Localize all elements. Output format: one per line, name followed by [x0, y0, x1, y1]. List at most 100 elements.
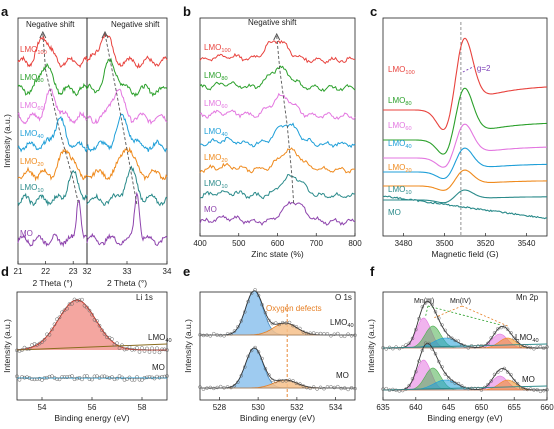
series-line: [17, 116, 88, 153]
series-line: [199, 65, 356, 93]
data-point: [423, 341, 428, 345]
data-point: [466, 386, 471, 391]
data-point: [45, 332, 49, 337]
data-point: [62, 375, 67, 379]
series-line: [17, 34, 88, 69]
data-point: [322, 386, 326, 391]
data-point: [538, 344, 543, 349]
data-point: [476, 386, 480, 391]
g-arrow: [462, 65, 476, 73]
series-label: MO: [388, 208, 401, 217]
shift-guide: [276, 35, 295, 206]
arrow-head: [39, 30, 47, 39]
panel-letter-d: d: [1, 264, 9, 279]
data-point: [387, 388, 392, 392]
panel-letter-e: e: [183, 264, 190, 279]
data-point: [55, 377, 59, 381]
data-point: [274, 321, 278, 325]
data-point: [423, 301, 428, 305]
x-tick-label: 22: [41, 267, 50, 276]
y-axis-label: Intensity (a.u.): [366, 319, 376, 373]
series-label: LMO60: [388, 121, 412, 132]
x-axis-label: 2 Theta (°): [32, 278, 72, 288]
series-label: LMO10: [388, 185, 412, 196]
data-point: [404, 387, 408, 391]
series-label: LMO100: [204, 43, 231, 54]
data-point: [446, 334, 451, 339]
data-point: [249, 348, 254, 353]
data-point: [110, 375, 114, 379]
data-point: [130, 377, 134, 382]
data-point: [482, 344, 487, 348]
data-point: [349, 334, 354, 338]
data-point: [346, 387, 350, 392]
data-point: [253, 288, 257, 292]
data-point: [249, 291, 254, 295]
data-point: [407, 383, 411, 388]
data-point: [160, 347, 164, 352]
data-point: [222, 386, 226, 390]
data-point: [519, 344, 523, 348]
data-point: [538, 389, 543, 394]
data-point: [525, 387, 530, 392]
series-label: LMO40: [148, 333, 172, 344]
series-line: [17, 169, 88, 207]
x-tick-label: 500: [232, 239, 246, 248]
data-point: [229, 385, 233, 390]
data-point: [274, 379, 278, 384]
peak-fill: [17, 300, 167, 350]
data-point: [120, 343, 124, 348]
x-tick-label: 640: [409, 403, 423, 412]
data-point: [479, 388, 484, 392]
data-point: [381, 387, 385, 391]
data-point: [492, 331, 497, 335]
series-line: [17, 88, 88, 125]
guide: [461, 305, 508, 327]
data-point: [15, 374, 19, 379]
data-point: [150, 346, 154, 351]
data-point: [311, 385, 316, 389]
data-point: [87, 377, 92, 381]
data-point: [102, 332, 107, 336]
data-point: [437, 359, 441, 364]
data-point: [476, 344, 480, 348]
data-point: [446, 376, 451, 380]
data-point: [125, 346, 129, 351]
data-point: [105, 335, 109, 340]
data-point: [329, 334, 333, 338]
x-tick-label: 3520: [477, 239, 495, 248]
data-point: [414, 327, 418, 332]
data-point: [298, 326, 302, 331]
data-point: [267, 318, 271, 323]
series-label: LMO20: [20, 157, 44, 168]
data-point: [50, 374, 54, 379]
panel-letter-b: b: [183, 4, 191, 19]
data-point: [453, 381, 457, 385]
data-point: [260, 302, 264, 307]
x-tick-label: 534: [329, 403, 343, 412]
x-axis-label: Zinc state (%): [251, 249, 304, 259]
x-tick-label: 54: [38, 403, 47, 412]
data-point: [505, 370, 510, 374]
data-point: [115, 341, 119, 346]
data-point: [90, 377, 94, 382]
data-point: [322, 331, 326, 336]
data-point: [135, 375, 139, 379]
data-point: [417, 359, 421, 363]
data-point: [440, 323, 444, 327]
data-point: [528, 345, 533, 350]
data-point: [284, 321, 288, 325]
data-point: [100, 374, 104, 379]
data-point: [391, 387, 395, 392]
data-point: [459, 342, 464, 347]
data-point: [270, 321, 275, 326]
data-point: [541, 388, 546, 393]
data-point: [142, 349, 147, 353]
data-point: [430, 302, 434, 307]
data-point: [225, 385, 230, 389]
data-point: [218, 333, 223, 338]
x-tick-label: 700: [310, 239, 324, 248]
data-point: [294, 381, 299, 386]
panel-title: Li 1s: [136, 293, 153, 302]
